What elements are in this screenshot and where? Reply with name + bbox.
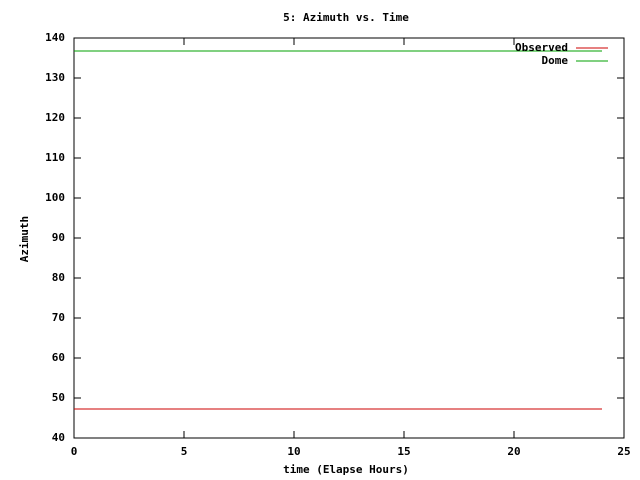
y-tick-label: 140 bbox=[45, 31, 65, 44]
y-tick-label: 100 bbox=[45, 191, 65, 204]
legend-label: Observed bbox=[515, 41, 568, 54]
y-tick-label: 120 bbox=[45, 111, 65, 124]
x-tick-label: 25 bbox=[617, 445, 630, 458]
plot-frame bbox=[73, 37, 625, 439]
y-tick-label: 70 bbox=[52, 311, 65, 324]
y-tick-label: 50 bbox=[52, 391, 65, 404]
x-tick-label: 5 bbox=[181, 445, 188, 458]
x-tick-label: 0 bbox=[71, 445, 78, 458]
y-tick-label: 110 bbox=[45, 151, 65, 164]
y-tick-label: 80 bbox=[52, 271, 65, 284]
x-tick-label: 20 bbox=[507, 445, 520, 458]
y-tick-label: 130 bbox=[45, 71, 65, 84]
chart-title: 5: Azimuth vs. Time bbox=[283, 11, 409, 24]
y-tick-label: 60 bbox=[52, 351, 65, 364]
legend-label: Dome bbox=[542, 54, 569, 67]
y-axis-label: Azimuth bbox=[18, 216, 31, 262]
x-axis-label: time (Elapse Hours) bbox=[283, 463, 409, 476]
x-tick-label: 10 bbox=[287, 445, 300, 458]
y-tick-label: 40 bbox=[52, 431, 65, 444]
x-tick-label: 15 bbox=[397, 445, 410, 458]
y-tick-label: 90 bbox=[52, 231, 65, 244]
